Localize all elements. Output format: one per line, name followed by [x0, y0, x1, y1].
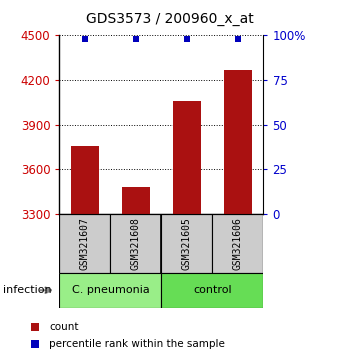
Text: count: count [49, 321, 79, 332]
Bar [224, 70, 252, 214]
Text: control: control [193, 285, 232, 295]
Bar [162, 214, 212, 273]
Point [32, 324, 38, 329]
Bar [122, 187, 150, 214]
Point [235, 36, 241, 42]
Text: GDS3573 / 200960_x_at: GDS3573 / 200960_x_at [86, 12, 254, 27]
Text: GSM321608: GSM321608 [131, 217, 141, 270]
Text: GSM321606: GSM321606 [233, 217, 243, 270]
Bar [59, 273, 162, 308]
Point [82, 36, 88, 42]
Bar [110, 214, 162, 273]
Text: GSM321605: GSM321605 [182, 217, 192, 270]
Bar [59, 214, 110, 273]
Point [133, 36, 139, 42]
Point [32, 341, 38, 347]
Bar [212, 214, 264, 273]
Text: infection: infection [3, 285, 52, 295]
Text: percentile rank within the sample: percentile rank within the sample [49, 339, 225, 349]
Bar [71, 145, 99, 214]
Text: C. pneumonia: C. pneumonia [72, 285, 149, 295]
Point [184, 36, 190, 42]
Text: GSM321607: GSM321607 [80, 217, 90, 270]
Bar [173, 101, 201, 214]
Bar [162, 273, 264, 308]
